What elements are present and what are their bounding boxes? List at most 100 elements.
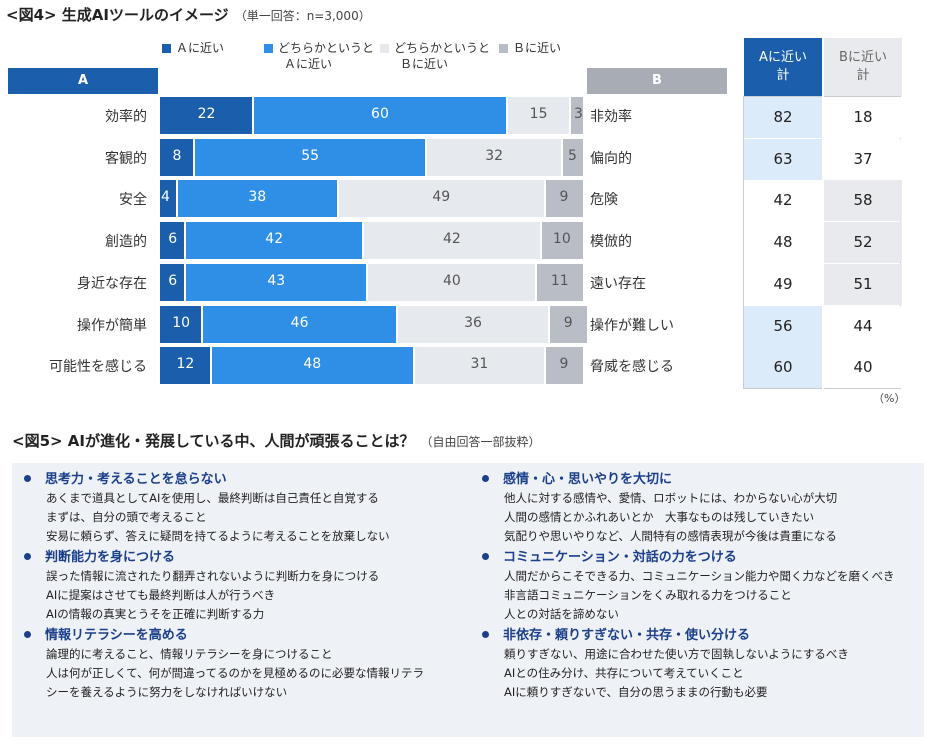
bar-value-label: 9: [563, 314, 573, 331]
total-a-cell: 63: [744, 138, 822, 180]
bar-separator: [192, 138, 195, 176]
bar-segment: [540, 222, 583, 260]
bar-separator: [569, 97, 572, 134]
bar-value-label: 12: [176, 356, 195, 373]
bar-value-label: 31: [470, 356, 489, 373]
theme-heading-text: 判断能力を身につける: [45, 550, 176, 565]
bar-value-label: 43: [267, 272, 286, 289]
totals-header-a: Aに近い 計: [744, 38, 822, 96]
bar-separator: [505, 97, 508, 134]
total-b-cell: 58: [824, 180, 902, 222]
theme-comment: 安易に頼らず、答えに疑問を持てるように考えることを放棄しない: [46, 529, 390, 543]
bar-segment: [210, 347, 414, 385]
bullet-icon: [24, 475, 31, 482]
total-b-cell: 51: [824, 263, 902, 305]
figure5-note: （自由回答一部抜粋）: [420, 435, 541, 449]
theme-comment: まずは、自分の頭で考えること: [46, 510, 207, 524]
bullet-icon: [482, 631, 489, 638]
theme-comment: 人間だからこそできる力、コミュニケーション能力や聞く力などを磨くべき: [504, 569, 895, 583]
bar-value-label: 8: [172, 147, 182, 164]
total-b-cell: 44: [824, 305, 902, 347]
row-label-b: 非効率: [590, 109, 632, 125]
bar-segment: [544, 180, 583, 218]
bar-segment: [363, 222, 541, 260]
figure5-panel: [12, 463, 924, 737]
row-label-b: 偏向的: [590, 150, 632, 167]
total-a-cell: 56: [744, 305, 822, 347]
bar-separator: [175, 180, 178, 218]
total-b-cell: 40: [824, 347, 902, 389]
row-label-b: 操作が難しい: [590, 317, 674, 334]
bar-segment: [570, 97, 583, 134]
legend-swatch: [380, 44, 389, 53]
totals-header-b-line1: Bに近い: [839, 50, 887, 65]
bar-value-label: 46: [290, 314, 309, 331]
bar-value-label: 10: [172, 314, 191, 331]
bar-separator: [336, 180, 339, 218]
bar-segment: [561, 138, 583, 176]
theme-comment: 人との対話を諦めない: [504, 607, 619, 621]
bar-segment: [185, 263, 368, 301]
theme-block-right: コミュニケーション・対話の力をつける人間だからこそできる力、コミュニケーション能…: [482, 548, 895, 624]
bar-separator: [412, 347, 415, 385]
totals-header-a-line1: Aに近い: [759, 50, 807, 65]
bar-segment: [160, 180, 177, 218]
bar-separator: [395, 305, 398, 343]
row-label-b: 模倣的: [590, 234, 632, 251]
bar-separator: [362, 222, 365, 260]
theme-heading-text: 非依存・頼りすぎない・共存・使い分ける: [503, 628, 751, 643]
bar-value-label: 10: [552, 231, 571, 248]
theme-comment: AIとの住み分け、共存について考えていくこと: [504, 666, 744, 680]
bar-value-label: 60: [371, 106, 389, 122]
legend-label: どちらかというと Ａに近い: [278, 40, 374, 72]
header-a: A: [8, 68, 158, 94]
legend-label-line1: Ａに近い: [176, 41, 225, 55]
bar-segment: [160, 263, 186, 301]
bar-segment: [160, 347, 211, 385]
bar-segment: [185, 222, 364, 260]
theme-block-left: 思考力・考えることを怠らない あくまで道具としてAIを使用し、最終判断は自己責任と…: [24, 470, 424, 546]
bar-separator: [184, 222, 187, 260]
figure4-note: （単一回答：n=3,000）: [234, 9, 371, 23]
bar-separator: [539, 222, 542, 260]
bar-value-label: 9: [559, 356, 569, 373]
theme-comment: 人は何が正しくて、何が間違ってるのかを見極めるのに必要な情報リテラ: [46, 666, 425, 680]
totals-header-b-line2: 計: [856, 68, 870, 83]
row-label-a: 客観的: [105, 150, 147, 167]
bar-segment: [536, 263, 583, 301]
bar-value-label: 3: [574, 106, 583, 122]
row-label-b: 危険: [590, 192, 618, 209]
legend-label-line1: Ｂに近い: [513, 41, 562, 55]
bar-value-label: 6: [168, 272, 178, 289]
unit-label: （%）: [873, 392, 906, 405]
legend-label: Ｂに近い: [513, 40, 561, 56]
totals-divider: [822, 38, 824, 389]
figure4-title-text: <図4> 生成AIツールのイメージ: [6, 6, 229, 24]
bar-value-label: 55: [301, 147, 320, 164]
totals-header-a-line2: 計: [776, 68, 790, 83]
header-b: B: [587, 68, 727, 94]
figure5-left-column: 思考力・考えることを怠らない あくまで道具としてAIを使用し、最終判断は自己責任と…: [24, 470, 424, 702]
bar-segment: [202, 305, 397, 343]
theme-comment: 論理的に考えること、情報リテラシーを身につけること: [46, 647, 333, 661]
total-a-cell: 48: [744, 222, 822, 264]
bar-segment: [193, 138, 427, 176]
total-a-cell: 42: [744, 180, 822, 222]
total-a-cell: 82: [744, 97, 822, 138]
theme-comment: あくまで道具としてAIを使用し、最終判断は自己責任と自覚する: [46, 491, 379, 505]
bar-separator: [184, 263, 187, 301]
bar-value-label: 42: [442, 231, 461, 248]
bullet-icon: [482, 553, 489, 560]
theme-block-left: 判断能力を身につける 誤った情報に流されたり翻弄されないように判断力を身につける A…: [24, 548, 424, 624]
theme-heading: コミュニケーション・対話の力をつける: [482, 548, 895, 567]
theme-comment: 人間の感情とかふれあいとか 大事なものは残していきたい: [504, 510, 815, 524]
theme-heading-text: 情報リテラシーを高める: [45, 628, 188, 643]
bar-segment: [160, 97, 254, 134]
theme-comment: 非言語コミュニケーションをくみ取れる力をつけること: [504, 588, 792, 602]
total-a-cell: 49: [744, 263, 822, 305]
theme-comment: AIに頼りすぎないで、自分の思うままの行動も必要: [504, 685, 768, 699]
legend-label: Ａに近い: [176, 40, 224, 56]
bullet-icon: [482, 475, 489, 482]
bar-value-label: 9: [559, 189, 569, 206]
bar-separator: [535, 263, 538, 301]
